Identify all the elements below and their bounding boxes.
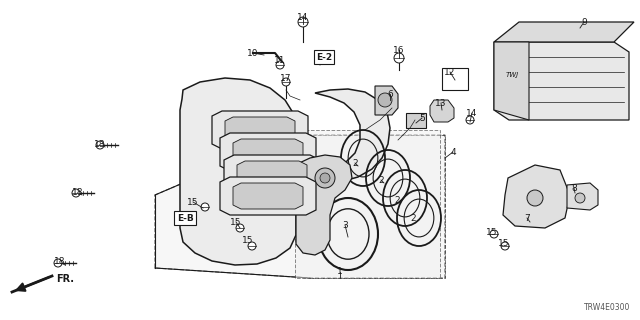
Text: 14: 14 [467,108,477,117]
Text: 10: 10 [247,49,259,58]
Text: E-2: E-2 [316,52,332,61]
Polygon shape [503,165,570,228]
Text: 7: 7 [524,213,530,222]
Circle shape [501,242,509,250]
Text: 14: 14 [298,12,308,21]
Polygon shape [180,78,390,265]
Text: 4: 4 [450,148,456,156]
Polygon shape [375,86,398,115]
Polygon shape [567,183,598,210]
Text: 2: 2 [410,213,416,222]
Polygon shape [295,130,440,278]
Text: 1: 1 [337,268,343,276]
Text: 16: 16 [393,45,404,54]
Polygon shape [155,135,445,278]
Circle shape [490,230,498,238]
Text: 2: 2 [352,158,358,167]
Circle shape [394,53,404,63]
Polygon shape [233,139,303,165]
Circle shape [527,190,543,206]
Polygon shape [494,42,529,120]
Circle shape [315,168,335,188]
Text: TRW4E0300: TRW4E0300 [584,303,630,312]
Circle shape [282,78,290,86]
Text: 18: 18 [54,258,66,267]
Polygon shape [494,22,634,42]
Text: 6: 6 [387,90,393,99]
Text: 2: 2 [378,175,384,185]
Circle shape [276,61,284,69]
Polygon shape [442,68,468,90]
Text: 15: 15 [230,218,242,227]
Circle shape [54,259,62,267]
Text: 8: 8 [571,183,577,193]
Polygon shape [224,155,320,193]
Polygon shape [237,161,307,187]
Circle shape [201,203,209,211]
Polygon shape [220,177,316,215]
Text: 5: 5 [419,114,425,123]
Text: 15: 15 [243,236,253,244]
Text: 3: 3 [342,220,348,229]
Text: 12: 12 [444,68,456,76]
Text: 17: 17 [280,74,292,83]
Text: 13: 13 [435,99,447,108]
Polygon shape [494,42,629,120]
Text: 9: 9 [581,18,587,27]
Circle shape [378,93,392,107]
Text: 2: 2 [394,196,400,204]
Circle shape [466,116,474,124]
Text: 18: 18 [72,188,84,196]
Circle shape [575,193,585,203]
Text: 11: 11 [275,55,285,65]
Circle shape [320,173,330,183]
Polygon shape [430,100,454,122]
Polygon shape [220,133,316,171]
Circle shape [96,141,104,149]
Text: 15: 15 [499,238,509,247]
Polygon shape [212,111,308,149]
Text: FR.: FR. [56,274,74,284]
Circle shape [236,224,244,232]
Circle shape [72,189,80,197]
Text: 18: 18 [94,140,106,148]
Polygon shape [225,117,295,143]
Polygon shape [233,183,303,209]
Circle shape [298,17,308,27]
Polygon shape [406,113,426,128]
Text: E-B: E-B [177,213,193,222]
Text: 15: 15 [486,228,498,236]
Circle shape [248,242,256,250]
Text: TWJ: TWJ [506,72,519,78]
Polygon shape [295,155,352,255]
Text: 15: 15 [188,197,199,206]
